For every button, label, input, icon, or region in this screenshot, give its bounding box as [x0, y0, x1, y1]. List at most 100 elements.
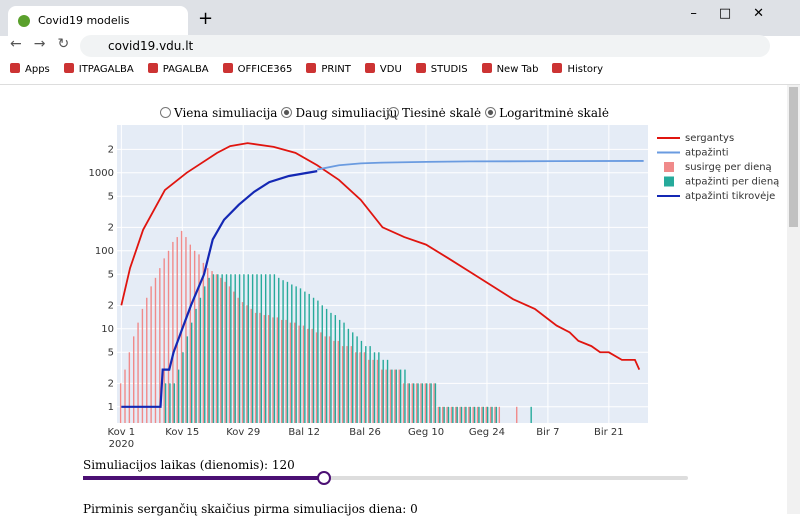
bar	[399, 369, 402, 423]
bookmark[interactable]: OFFICE365	[223, 60, 293, 80]
bar	[217, 274, 219, 423]
bar	[190, 322, 193, 423]
bar	[273, 274, 276, 423]
bar	[298, 325, 300, 423]
legend-swatch	[664, 176, 674, 187]
bar	[394, 369, 396, 423]
bar	[368, 359, 370, 423]
window-buttons[interactable]: –□✕	[690, 6, 786, 21]
bar	[133, 336, 135, 423]
y-tick-label: 1	[108, 402, 114, 413]
bar	[350, 346, 353, 423]
bar	[347, 328, 350, 423]
bar	[450, 406, 453, 423]
bar	[238, 274, 241, 423]
slider[interactable]	[83, 471, 688, 485]
y-tick-label: 5	[108, 269, 114, 280]
bar	[346, 346, 348, 423]
bar	[212, 274, 215, 423]
legend-label: atpažinti	[685, 147, 729, 159]
bar	[311, 328, 313, 423]
bar	[494, 406, 496, 423]
bookmark[interactable]: PRINT	[306, 60, 351, 80]
bar	[411, 383, 413, 423]
bar	[260, 274, 263, 423]
x-sublabel: 2020	[109, 439, 134, 450]
y-tick-label: 2	[108, 378, 114, 389]
bar	[337, 340, 339, 423]
browser-chrome: Covid19 modelis + –□✕ ←→↻ covid19.vdu.lt…	[0, 0, 800, 85]
bar	[150, 286, 152, 423]
address-bar[interactable]: covid19.vdu.lt	[80, 35, 770, 57]
radio[interactable]: Logaritminė skalė	[485, 106, 609, 120]
x-tick-label: Geg 24	[469, 427, 505, 438]
bookmark[interactable]: ITPAGALBA	[64, 60, 134, 80]
bar	[333, 340, 335, 423]
bar	[264, 274, 267, 423]
bar	[376, 359, 379, 423]
bookmarks: Apps ITPAGALBA PAGALBA OFFICE365 PRINT VDU STU…	[10, 60, 603, 80]
bar	[321, 305, 323, 423]
bookmark[interactable]: PAGALBA	[148, 60, 209, 80]
bar	[285, 319, 287, 423]
bar	[446, 406, 448, 423]
bar	[398, 369, 400, 423]
bar	[324, 336, 326, 423]
bookmark[interactable]: VDU	[365, 60, 402, 80]
bar	[378, 352, 380, 423]
bar	[177, 369, 180, 423]
bar	[251, 274, 254, 423]
bookmark[interactable]: STUDIS	[416, 60, 468, 80]
bar	[211, 271, 213, 423]
bar	[124, 369, 126, 423]
bar	[254, 312, 257, 423]
bar	[246, 305, 248, 423]
bar	[278, 277, 280, 423]
bar	[498, 406, 501, 423]
bar	[372, 359, 374, 423]
bar	[473, 406, 476, 423]
bar	[294, 322, 296, 423]
y-tick-label: 5	[108, 347, 114, 358]
bar	[408, 383, 411, 423]
bar	[299, 288, 302, 423]
bookmark[interactable]: Apps	[10, 60, 50, 80]
bar	[185, 237, 187, 423]
bar	[482, 406, 485, 423]
bar	[207, 268, 209, 423]
bar	[263, 315, 265, 423]
scrollbar[interactable]	[787, 85, 800, 514]
bar	[220, 277, 222, 423]
bar	[315, 332, 318, 423]
bar	[463, 406, 466, 423]
bar	[176, 237, 178, 423]
bar	[230, 274, 232, 423]
bar	[469, 406, 471, 423]
y-tick-label: 2	[108, 300, 114, 311]
bar	[420, 383, 422, 423]
bookmark[interactable]: History	[552, 60, 603, 80]
nav-buttons[interactable]: ←→↻	[10, 36, 82, 52]
bar	[307, 328, 309, 423]
tab[interactable]: Covid19 modelis	[8, 6, 188, 36]
bar	[276, 317, 279, 423]
bookmark[interactable]: New Tab	[482, 60, 539, 80]
new-tab[interactable]: +	[198, 8, 214, 29]
mode-radios: Viena simuliacija Daug simuliacijų	[160, 106, 401, 120]
bar	[328, 336, 331, 423]
bar	[447, 406, 450, 423]
bar	[439, 406, 441, 423]
radio[interactable]: Daug simuliacijų	[281, 106, 397, 120]
radio[interactable]: Tiesinė skalė	[388, 106, 481, 120]
y-tick-label: 1000	[89, 168, 114, 179]
bar	[442, 406, 444, 423]
bar	[404, 369, 406, 423]
bar	[256, 274, 258, 423]
bar	[421, 383, 424, 423]
bar	[369, 346, 371, 423]
bar	[486, 406, 489, 423]
bar	[180, 230, 183, 423]
bar	[269, 274, 271, 423]
bar	[304, 291, 306, 423]
radio[interactable]: Viena simuliacija	[160, 106, 277, 120]
